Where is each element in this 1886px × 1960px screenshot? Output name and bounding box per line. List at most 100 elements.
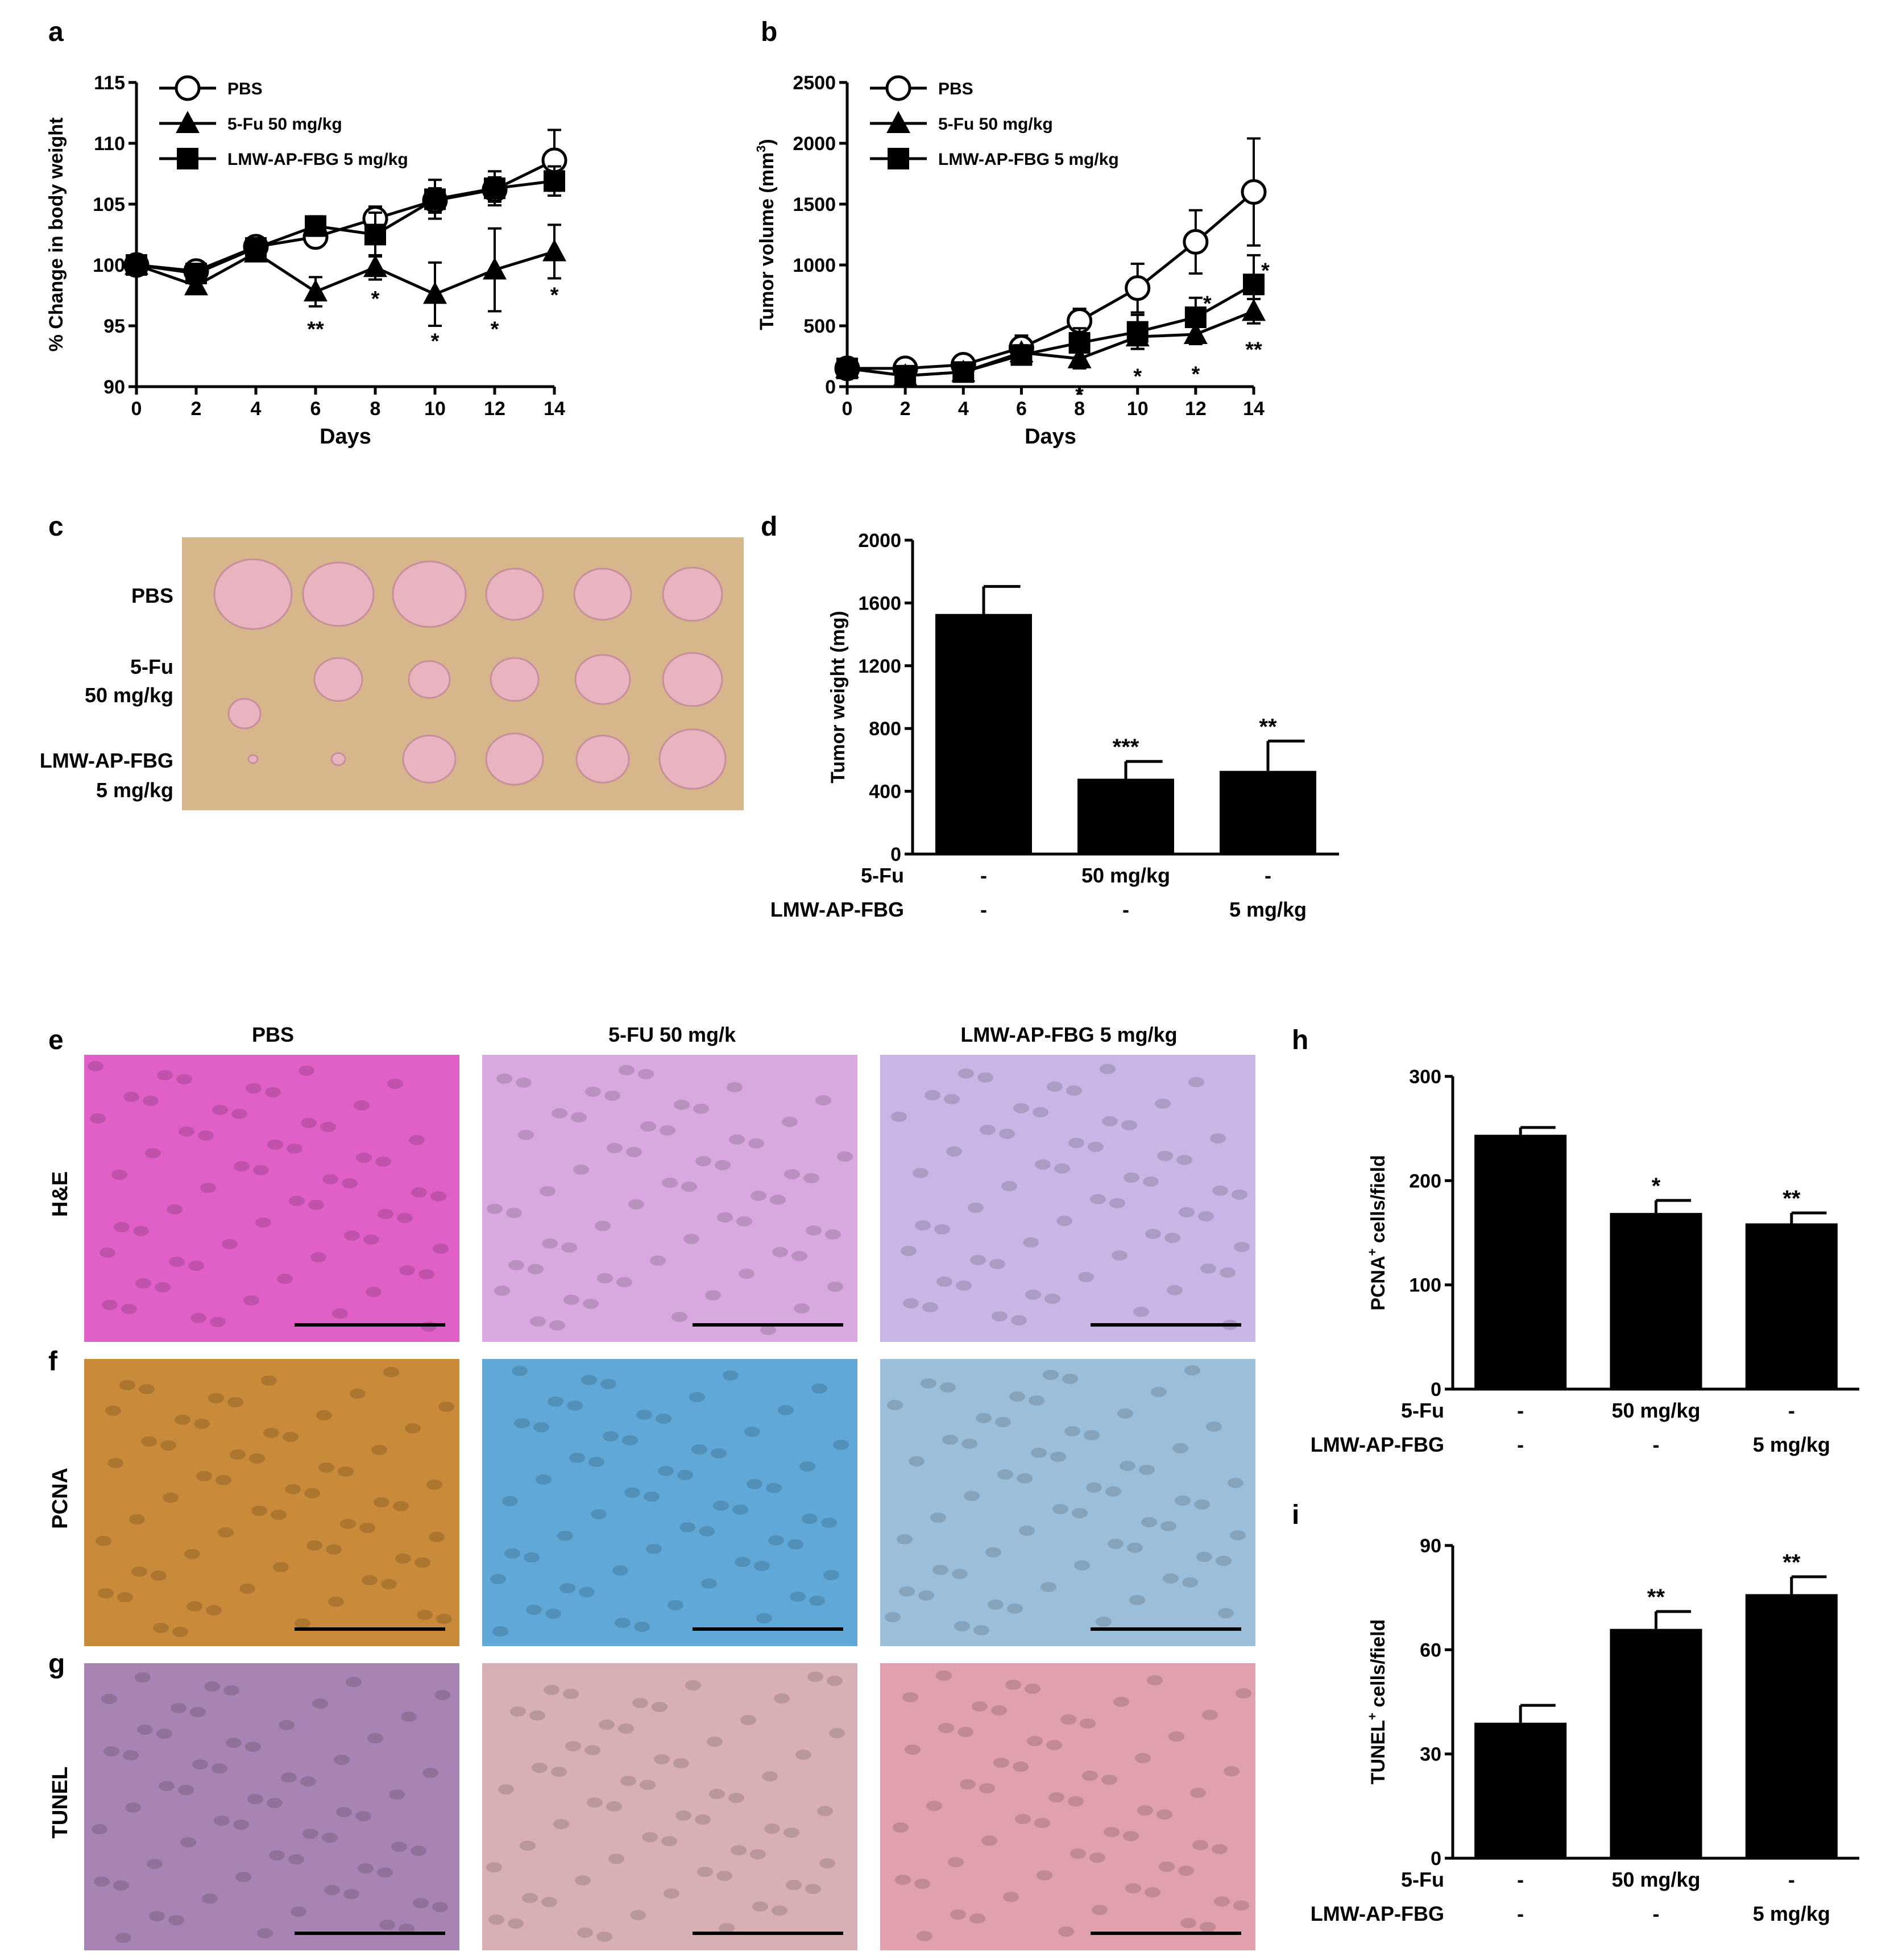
cell-nucleus <box>976 1413 992 1423</box>
x-tick-label: 6 <box>1016 398 1027 420</box>
cell-nucleus <box>620 1776 636 1786</box>
data-point-circle <box>1125 275 1151 301</box>
cell-nucleus <box>281 1772 297 1783</box>
bar <box>1474 1722 1567 1858</box>
cell-nucleus <box>1108 1539 1124 1549</box>
cell-nucleus <box>802 1514 818 1524</box>
cell-nucleus <box>92 1824 107 1834</box>
cell-nucleus <box>913 1168 929 1178</box>
cell-nucleus <box>358 1863 374 1874</box>
cell-nucleus <box>1182 1577 1198 1588</box>
cell-nucleus <box>418 1269 434 1279</box>
y-tick-label: 2500 <box>793 72 836 94</box>
x-tick-label: 6 <box>310 398 321 420</box>
cell-nucleus <box>1137 1805 1153 1816</box>
cell-nucleus <box>322 1174 338 1184</box>
cell-nucleus <box>624 1487 640 1498</box>
cell-nucleus <box>577 1928 593 1938</box>
cell-nucleus <box>1104 1827 1120 1837</box>
cell-nucleus <box>662 1178 678 1188</box>
cell-nucleus <box>1101 1775 1117 1785</box>
panel-letter-e: e <box>48 1025 64 1055</box>
tumor-sample <box>302 561 375 627</box>
cell-nucleus <box>206 1605 222 1615</box>
cell-nucleus <box>318 1462 334 1473</box>
cell-nucleus <box>1167 1285 1183 1295</box>
cell-nucleus <box>222 1239 238 1249</box>
chart-i-tunel: 0 30 60 90 TUNEL+ cells/field ** ** 5-Fu LMW-AP-… <box>1311 1535 1859 1925</box>
cell-nucleus <box>522 1893 538 1903</box>
data-point-square <box>836 357 858 379</box>
treatment-value-lmw: - <box>1653 1902 1660 1925</box>
cell-nucleus <box>227 1397 243 1407</box>
y-tick-label: 105 <box>93 194 125 216</box>
cell-nucleus <box>430 1191 446 1201</box>
cell-nucleus <box>654 1754 670 1764</box>
cell-nucleus <box>374 1497 389 1507</box>
cell-nucleus <box>1123 1831 1139 1841</box>
histology-image-tunel <box>482 1663 857 1950</box>
cell-nucleus <box>1121 1120 1137 1130</box>
cell-nucleus <box>1228 1478 1243 1488</box>
cell-nucleus <box>1005 1680 1021 1690</box>
x-tick-label: 12 <box>1185 398 1207 420</box>
x-tick-label: 0 <box>842 398 853 420</box>
cell-nucleus <box>530 1316 546 1327</box>
cell-nucleus <box>727 1082 743 1092</box>
cell-nucleus <box>573 1165 589 1175</box>
cell-nucleus <box>1129 1595 1145 1605</box>
cell-nucleus <box>683 1234 699 1244</box>
cell-nucleus <box>557 1531 573 1541</box>
cell-nucleus <box>520 1841 536 1851</box>
cell-nucleus <box>387 1079 403 1089</box>
cell-nucleus <box>401 1712 417 1722</box>
cell-nucleus <box>340 1519 356 1529</box>
cell-nucleus <box>701 1578 717 1589</box>
cell-nucleus <box>887 1400 903 1410</box>
cell-nucleus <box>196 1471 212 1481</box>
cell-nucleus <box>612 1565 628 1576</box>
treatment-value-lmw: - <box>1122 898 1129 921</box>
panel-letter-a: a <box>48 17 64 47</box>
cell-nucleus <box>486 1862 502 1872</box>
cell-nucleus <box>1078 1272 1094 1282</box>
cell-nucleus <box>587 1797 603 1808</box>
cell-nucleus <box>289 1196 305 1206</box>
cell-nucleus <box>747 1479 762 1489</box>
cell-nucleus <box>1124 1172 1139 1183</box>
y-tick-label: 300 <box>1409 1066 1441 1088</box>
cell-nucleus <box>799 1461 815 1472</box>
cell-nucleus <box>88 1061 103 1071</box>
cell-nucleus <box>754 1561 770 1571</box>
cell-nucleus <box>1212 1844 1228 1854</box>
y-tick-label: 800 <box>869 718 901 740</box>
cell-nucleus <box>646 1544 662 1554</box>
cell-nucleus <box>234 1161 250 1171</box>
cell-nucleus <box>135 1278 151 1288</box>
cell-nucleus <box>139 1384 155 1394</box>
treatment-row-label-fu: 5-Fu <box>1401 1868 1444 1891</box>
cell-nucleus <box>787 1539 803 1549</box>
cell-nucleus <box>167 1204 183 1215</box>
tumor-sample <box>313 657 363 702</box>
tumor-sample <box>227 698 262 730</box>
cell-nucleus <box>1157 1809 1172 1820</box>
cell-nucleus <box>1216 1556 1232 1566</box>
cell-nucleus <box>320 1122 336 1132</box>
y-tick-label: 100 <box>1409 1275 1441 1296</box>
cell-nucleus <box>819 1858 835 1868</box>
cell-nucleus <box>636 1410 652 1420</box>
cell-nucleus <box>107 1458 123 1468</box>
x-tick-label: 14 <box>1243 398 1265 420</box>
data-point-square <box>305 215 326 237</box>
cell-nucleus <box>1109 1198 1125 1208</box>
tumor-sample <box>575 735 630 784</box>
cell-nucleus <box>312 1698 328 1709</box>
cell-nucleus <box>1033 1107 1048 1117</box>
cell-nucleus <box>713 1501 729 1511</box>
cell-nucleus <box>1068 1138 1084 1148</box>
cell-nucleus <box>764 1824 780 1834</box>
cell-nucleus <box>143 1096 159 1106</box>
significance-mark: * <box>1133 365 1142 389</box>
cell-nucleus <box>332 1308 348 1319</box>
